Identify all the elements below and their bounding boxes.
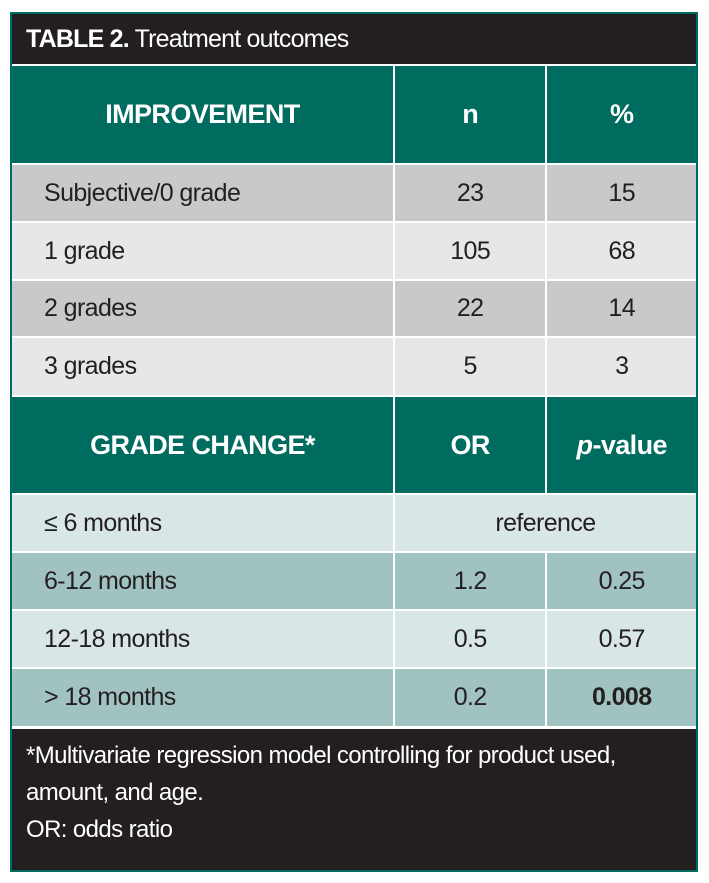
header-or: OR [394,397,546,493]
row-n: 23 [394,165,546,221]
row-p-value: 0.57 [547,611,696,667]
header-row-grade-change: GRADE CHANGE* OR p -value [12,397,696,493]
table-row: > 18 months 0.2 0.008 [12,669,696,726]
footnote-multivariate: *Multivariate regression model controlli… [26,742,616,806]
row-n: 105 [394,223,546,279]
header-percent: % [547,66,696,163]
row-or: 0.2 [394,669,546,726]
row-label: 2 grades [12,281,393,336]
table-number: TABLE 2. [26,25,130,53]
table-footnotes: *Multivariate regression model controlli… [12,729,696,870]
table-row: 3 grades 5 3 [12,338,696,395]
row-p-value-significant: 0.008 [547,669,696,726]
row-or: 0.5 [394,611,546,667]
row-percent: 68 [547,223,696,279]
row-percent: 14 [547,281,696,336]
table-caption: Treatment outcomes [134,25,350,53]
table-row: 2 grades 22 14 [12,281,696,336]
value-suffix: -value [592,429,667,460]
header-grade-change: GRADE CHANGE* [12,397,393,493]
row-percent: 15 [547,165,696,221]
row-label: 6-12 months [12,553,393,609]
table-row-reference: ≤ 6 months reference [12,495,696,551]
row-label: ≤ 6 months [12,495,393,551]
reference-cell: reference [394,495,696,551]
table-title: TABLE 2. Treatment outcomes [12,14,696,64]
row-label: 3 grades [12,338,393,395]
row-p-value: 0.25 [547,553,696,609]
table-2: TABLE 2. Treatment outcomes IMPROVEMENT … [10,12,698,872]
header-improvement: IMPROVEMENT [12,66,393,163]
p-italic: p [576,429,594,460]
table-row: 6-12 months 1.2 0.25 [12,553,696,609]
header-n: n [394,66,546,163]
footnote-or: OR: odds ratio [26,816,173,843]
row-n: 22 [394,281,546,336]
table-row: Subjective/0 grade 23 15 [12,165,696,221]
table-row: 1 grade 105 68 [12,223,696,279]
header-row-improvement: IMPROVEMENT n % [12,66,696,163]
row-or: 1.2 [394,553,546,609]
row-n: 5 [394,338,546,395]
row-label: 12-18 months [12,611,393,667]
row-label: Subjective/0 grade [12,165,393,221]
table-row: 12-18 months 0.5 0.57 [12,611,696,667]
row-label: > 18 months [12,669,393,726]
header-p-value: p -value [547,397,696,493]
row-label: 1 grade [12,223,393,279]
row-percent: 3 [547,338,696,395]
